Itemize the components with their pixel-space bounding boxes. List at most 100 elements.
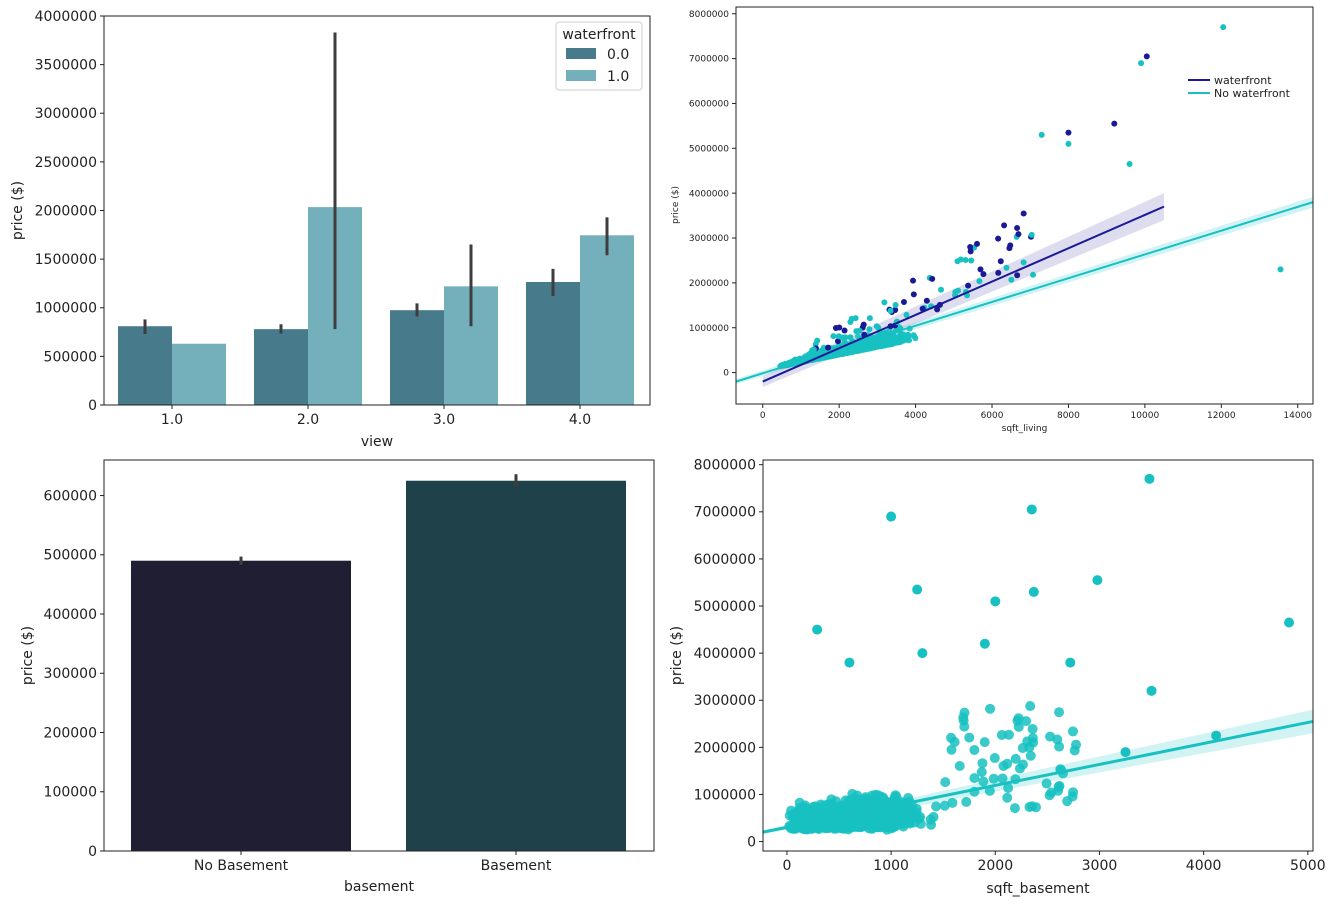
p2-point <box>829 352 836 359</box>
p2-point <box>866 315 873 322</box>
p2-point <box>929 275 936 282</box>
p4-outlier-point <box>1144 473 1155 484</box>
p4-outlier-point <box>1028 586 1039 597</box>
panel-basement-scatter: 0 1000000 2000000 3000000 4000000 5000000 6000… <box>669 458 1326 897</box>
p4-point <box>1017 743 1028 754</box>
panel-basement-bar: 0 100000 200000 300000 400000 500000 600000 No … <box>20 459 655 895</box>
p2-point <box>887 307 894 314</box>
p4-point <box>928 811 939 822</box>
p2-point <box>923 297 930 304</box>
p4-y-axis-label: price ($) <box>669 626 685 685</box>
p1-x-axis-label: view <box>361 434 393 450</box>
p4-point <box>1003 729 1014 740</box>
p2-point <box>884 340 891 347</box>
p4-point <box>958 715 969 726</box>
p2-point <box>835 333 842 340</box>
p4-outlier-point <box>912 584 923 595</box>
p4-point <box>1027 801 1038 812</box>
p2-point <box>810 346 817 353</box>
p3-xtick-label: Basement <box>481 858 552 874</box>
p2-point <box>1007 242 1014 249</box>
p4-point <box>1025 701 1036 712</box>
p4-point <box>805 807 816 818</box>
p2-point <box>1020 259 1027 266</box>
p2-point <box>860 321 867 328</box>
p4-outlier-point <box>1065 657 1076 668</box>
p3-frame <box>103 459 655 852</box>
p4-point <box>946 744 957 755</box>
p2-point <box>856 327 863 334</box>
p4-outlier-point <box>1026 504 1037 515</box>
p4-xtick-label: 0 <box>782 858 791 874</box>
p4-point <box>1054 707 1065 718</box>
p2-point <box>1003 264 1010 271</box>
p2-point <box>903 311 910 318</box>
p1-ytick-label: 3500000 <box>35 58 97 74</box>
p4-point <box>1002 792 1013 803</box>
p2-point <box>875 324 882 331</box>
p4-outlier-point <box>844 657 855 668</box>
p2-point <box>892 301 899 308</box>
p4-point <box>1046 787 1057 798</box>
p2-point <box>852 347 859 354</box>
p1-ytick-label: 1000000 <box>35 301 97 317</box>
p4-point <box>847 788 858 799</box>
p4-point <box>1010 753 1021 764</box>
p4-point <box>895 811 906 822</box>
p2-ytick-label: 1000000 <box>689 324 729 334</box>
p4-xtick-label: 4000 <box>1186 858 1222 874</box>
p2-point <box>1014 272 1021 279</box>
bar-view-1.0-wf-1.0 <box>172 343 226 405</box>
p2-outlier-point <box>1126 161 1133 168</box>
p4-point <box>1067 726 1078 737</box>
p4-point <box>969 773 980 784</box>
p1-ytick-label: 2500000 <box>35 155 97 171</box>
p4-point <box>988 773 999 784</box>
p4-point <box>949 737 960 748</box>
p2-point <box>910 291 917 298</box>
p4-ytick-label: 1000000 <box>694 787 756 803</box>
p3-ytick-label: 600000 <box>44 488 97 504</box>
p2-point <box>845 349 852 356</box>
bar-no-basement <box>131 560 351 851</box>
p2-point <box>965 282 972 289</box>
p2-ytick-label: 0 <box>723 369 729 379</box>
p2-point <box>818 348 825 355</box>
p4-xtick-label: 3000 <box>1082 858 1118 874</box>
p4-point <box>985 703 996 714</box>
p4-ytick-label: 8000000 <box>694 458 756 474</box>
p1-ytick-label: 3000000 <box>35 106 97 122</box>
p4-point <box>1025 750 1036 761</box>
p2-point <box>1028 231 1035 238</box>
p4-ytick-label: 6000000 <box>694 552 756 568</box>
p2-point <box>847 318 854 325</box>
p4-point <box>1021 716 1032 727</box>
p2-legend-label: waterfront <box>1214 74 1272 87</box>
p4-point <box>969 744 980 755</box>
p4-xtick-label: 5000 <box>1290 858 1326 874</box>
p2-point <box>869 342 876 349</box>
p2-point <box>825 344 832 351</box>
p4-point <box>882 807 893 818</box>
p4-point <box>931 801 942 812</box>
p2-point <box>875 340 882 347</box>
p2-outlier-point <box>1143 53 1150 60</box>
p1-xtick-label: 2.0 <box>297 412 319 428</box>
p2-point <box>980 271 987 278</box>
p4-point <box>989 753 1000 764</box>
p2-outlier-point <box>1065 140 1072 147</box>
p1-legend-swatch <box>566 70 596 81</box>
p2-point <box>910 277 917 284</box>
p4-outlier-point <box>1211 730 1222 741</box>
p2-outlier-point <box>1111 120 1118 127</box>
p2-outlier-point <box>1038 131 1045 138</box>
bar-view-2.0-wf-0.0 <box>254 329 308 405</box>
p2-xtick-label: 2000 <box>828 411 851 421</box>
p4-point <box>996 729 1007 740</box>
p1-xtick-label: 4.0 <box>569 412 591 428</box>
p1-legend: waterfront 0.0 1.0 <box>555 21 643 91</box>
p2-point <box>904 331 911 338</box>
p3-xtick-label: No Basement <box>194 858 289 874</box>
p2-outlier-point <box>1138 60 1145 67</box>
p2-point <box>1008 276 1015 283</box>
